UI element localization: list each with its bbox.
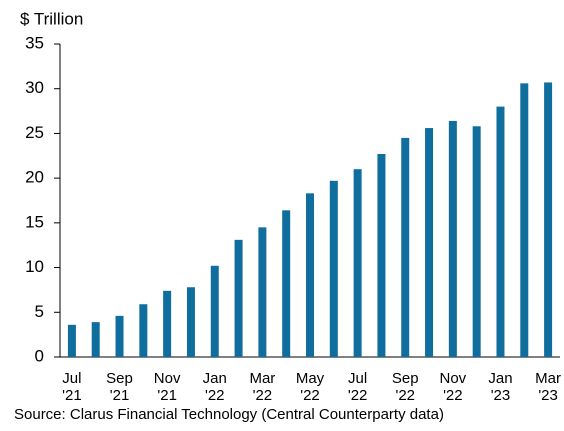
x-tick-label: May '22 [296,370,325,404]
x-tick-label: Mar '22 [249,370,275,404]
bar [282,210,291,357]
x-tick-label: Mar '23 [535,370,561,404]
x-tick-label: Sep '22 [392,370,419,404]
y-tick-label: 10 [25,257,44,276]
y-tick-label: 15 [25,212,44,231]
bar [377,153,386,357]
bar [425,128,434,357]
bar [520,83,529,357]
bar [448,120,457,357]
x-tick-label: Jul '22 [348,370,368,404]
bar [139,304,148,357]
y-tick-label: 0 [35,346,44,365]
bar [329,180,338,357]
bar [67,324,76,357]
bar [472,126,481,357]
bar [234,239,243,357]
bar [544,82,553,357]
bar [91,322,100,357]
y-tick-label: 35 [25,33,44,52]
source-note: Source: Clarus Financial Technology (Cen… [14,406,444,423]
x-tick-label: Nov '21 [154,370,181,404]
y-tick-label: 20 [25,168,44,187]
x-tick-label: Jul '21 [62,370,82,404]
x-tick-label: Nov '22 [440,370,467,404]
y-tick-label: 5 [35,302,44,321]
x-tick-label: Jan '22 [203,370,227,404]
y-tick-label: 25 [25,123,44,142]
bar [115,315,124,357]
bar [401,137,410,357]
bar [186,287,195,357]
bar [306,193,314,357]
y-tick-label: 30 [25,78,44,97]
x-tick-label: Sep '21 [106,370,133,404]
bar [353,169,362,357]
x-tick-label: Jan '23 [488,370,512,404]
bar [163,290,172,357]
bar [210,265,219,357]
y-axis-label: $ Trillion [20,9,83,28]
bar [496,106,505,357]
bar [258,227,267,357]
